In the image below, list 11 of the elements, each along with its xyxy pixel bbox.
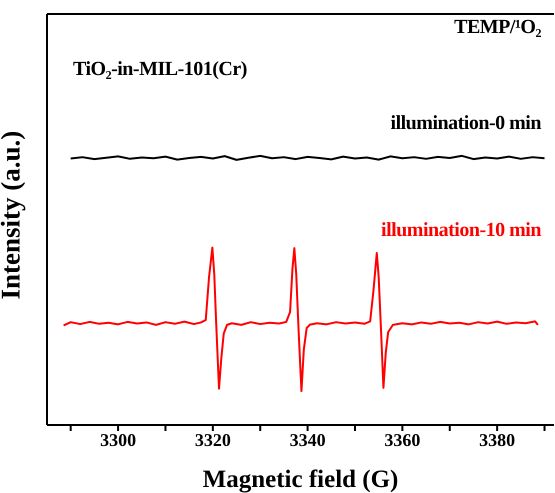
series-label: illumination-10 min: [381, 219, 541, 242]
x-tick-label: 3320: [194, 430, 231, 450]
x-tick-label: 3360: [384, 430, 420, 450]
y-axis-title: Intensity (a.u.): [0, 130, 26, 300]
x-tick-label: 3300: [100, 430, 136, 450]
text: TiO₂-in-MIL-101(Cr): [73, 58, 247, 81]
text: TEMP/¹O₂: [454, 16, 541, 39]
x-axis-title: Magnetic field (G): [202, 466, 398, 493]
series-label: illumination-0 min: [390, 112, 541, 135]
x-tick-label: 3340: [290, 430, 326, 450]
x-tick-label: 3380: [479, 430, 516, 450]
